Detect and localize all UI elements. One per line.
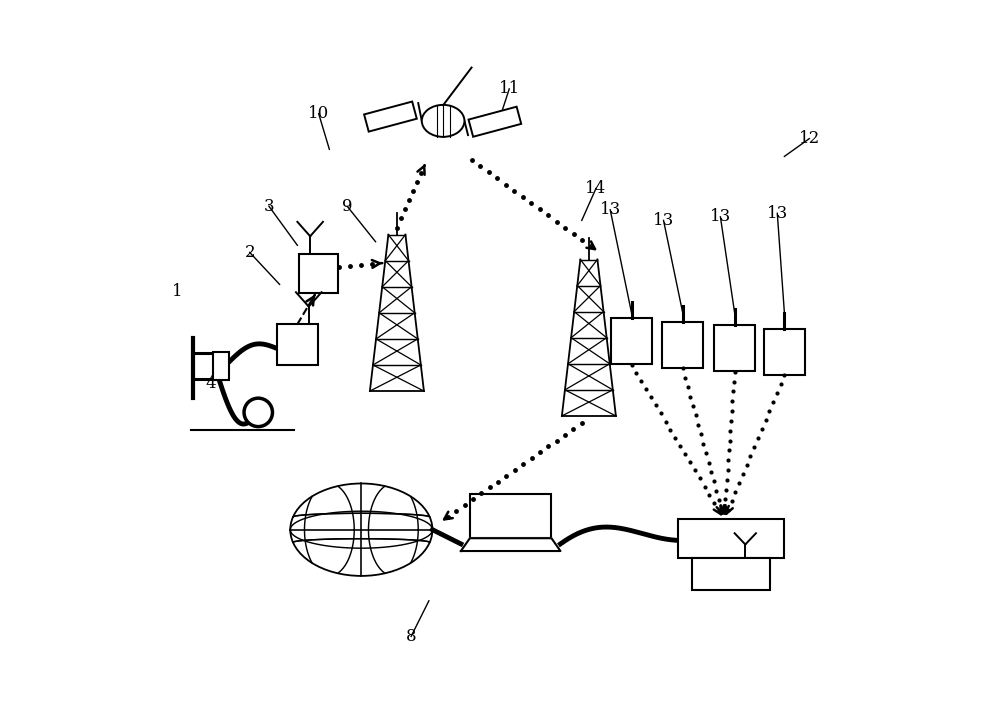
Text: 9: 9 [342, 198, 352, 215]
Text: 13: 13 [600, 201, 621, 218]
Text: 2: 2 [244, 244, 255, 261]
Text: 14: 14 [585, 180, 607, 197]
Bar [662, 321, 703, 368]
Ellipse shape [290, 483, 432, 576]
Bar [469, 107, 521, 137]
Ellipse shape [422, 105, 464, 137]
Bar [213, 352, 229, 380]
Text: 4: 4 [205, 375, 216, 392]
Text: 13: 13 [653, 212, 674, 229]
Text: 13: 13 [710, 208, 731, 225]
Text: 11: 11 [499, 80, 520, 97]
Bar [692, 558, 770, 590]
Bar [611, 319, 652, 364]
Bar [678, 519, 784, 558]
Circle shape [244, 398, 272, 427]
Bar [277, 324, 318, 365]
Text: 12: 12 [799, 130, 820, 147]
Bar [364, 102, 417, 132]
Text: 3: 3 [264, 198, 274, 215]
Text: 8: 8 [406, 628, 416, 645]
Text: 1: 1 [172, 283, 183, 300]
Text: 10: 10 [308, 105, 329, 122]
Polygon shape [461, 538, 560, 551]
Bar [714, 326, 755, 371]
Bar [764, 328, 805, 375]
Text: 13: 13 [767, 205, 788, 222]
Bar [299, 254, 338, 293]
Bar [470, 494, 551, 538]
